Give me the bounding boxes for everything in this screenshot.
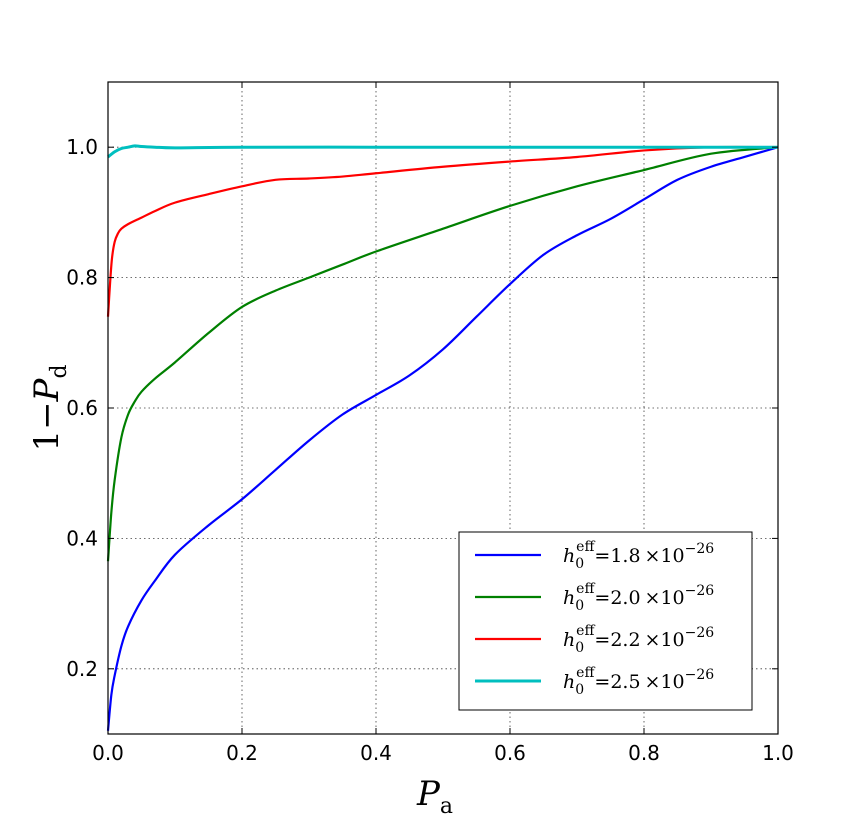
y-tick-label: 0.4 bbox=[66, 526, 98, 550]
legend-label-1: h0eff=1.8 ×10−26 bbox=[563, 539, 714, 572]
y-tick-label: 1.0 bbox=[66, 135, 98, 159]
x-tick-label: 0.4 bbox=[360, 741, 392, 765]
legend-label-4: h0eff=2.5 ×10−26 bbox=[563, 665, 714, 698]
y-tick-label: 0.6 bbox=[66, 396, 98, 420]
legend: h0eff=1.8 ×10−26 h0eff=2.0 ×10−26 h0eff=2.2 ×… bbox=[458, 531, 753, 711]
x-tick-label: 0.2 bbox=[226, 741, 258, 765]
x-tick-label: 0.6 bbox=[494, 741, 526, 765]
x-tick-label: 0.8 bbox=[628, 741, 660, 765]
series-line-2 bbox=[106, 146, 779, 562]
legend-label-3: h0eff=2.2 ×10−26 bbox=[563, 623, 714, 656]
y-axis-label: 1−Pd bbox=[27, 364, 72, 451]
legend-label-2: h0eff=2.0 ×10−26 bbox=[563, 581, 714, 614]
x-tick-label: 0.0 bbox=[92, 741, 124, 765]
x-tick-label: 1.0 bbox=[762, 741, 794, 765]
x-axis-label: Pa bbox=[416, 774, 453, 818]
axis-ticks: 0.0 0.2 0.4 0.6 0.8 1.0 0.2 0.4 0.6 0.8 1.0 bbox=[66, 82, 794, 765]
series-line-1 bbox=[106, 146, 779, 731]
series-line-3 bbox=[106, 145, 779, 317]
series-lines bbox=[106, 144, 779, 731]
series-line-4 bbox=[107, 144, 778, 159]
y-tick-label: 0.2 bbox=[66, 657, 98, 681]
y-tick-label: 0.8 bbox=[66, 266, 98, 290]
